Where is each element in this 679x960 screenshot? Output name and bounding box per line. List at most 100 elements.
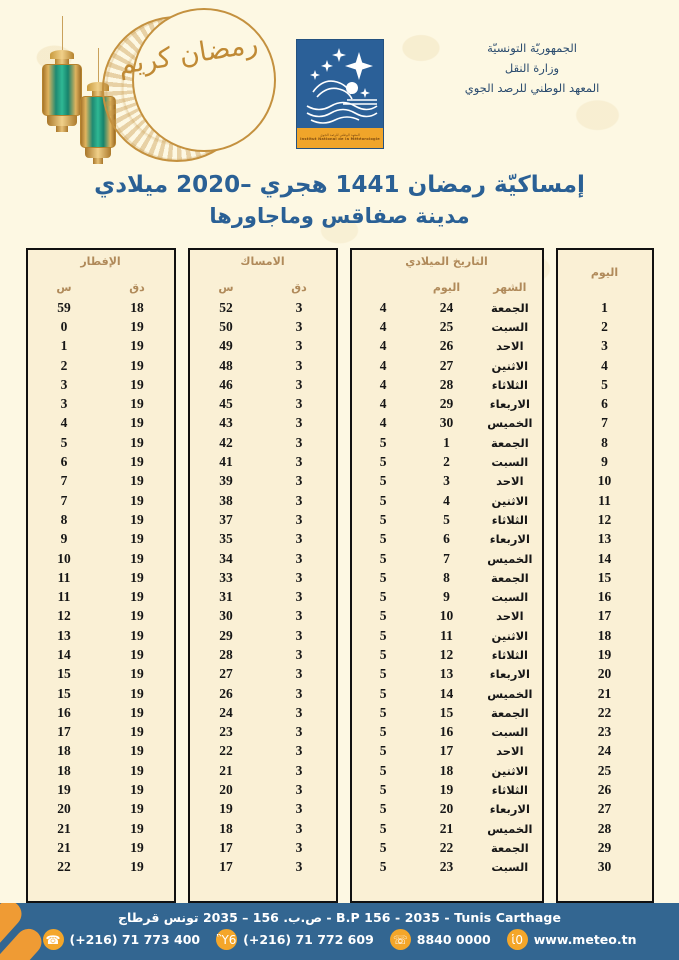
logo-artwork [297, 40, 383, 126]
cell-iftar-hour: 19 [130, 627, 144, 643]
cell-iftar-hour: 19 [130, 492, 144, 508]
ministry-line-institute: المعهد الوطني للرصد الجوي [464, 81, 600, 95]
panel-gregorian-header: التاريخ الميلادي الشهر اليوم [352, 250, 542, 298]
cell-day-number: 3 [601, 338, 608, 354]
table-row: 5 4 الاثنين [352, 491, 542, 510]
cell-gregorian-day: 14 [439, 685, 454, 701]
cell-day-number: 22 [597, 704, 612, 720]
cell-day-number: 30 [597, 859, 612, 875]
fax-icon: Ὓ6 [216, 929, 238, 950]
table-row: 23 3 [190, 723, 336, 742]
cell-imsak-minute: 39 [219, 473, 233, 489]
cell-weekday: الخميس [487, 821, 533, 836]
cell-imsak-hour: 3 [295, 550, 303, 566]
cell-gregorian-day: 17 [439, 743, 454, 759]
cell-iftar-minute: 17 [57, 724, 71, 740]
table-row: 20 19 [28, 800, 174, 819]
cell-iftar-hour: 19 [130, 511, 144, 527]
footer-address: ص.ب. 156 – 2035 تونس قرطاج - B.P 156 - 2… [117, 910, 562, 925]
cell-imsak-hour: 3 [295, 704, 303, 720]
cell-iftar-hour: 19 [130, 704, 144, 720]
table-row: 5 7 الخميس [352, 549, 542, 568]
cell-iftar-minute: 16 [57, 704, 71, 720]
cell-imsak-hour: 3 [295, 492, 303, 508]
table-row: 5 8 الجمعة [352, 568, 542, 587]
cell-weekday: الجمعة [490, 435, 529, 450]
cell-day-number: 11 [598, 492, 611, 508]
cell-gregorian-day: 21 [439, 820, 454, 836]
cell-imsak-hour: 3 [295, 839, 303, 855]
table-row: 18 [558, 626, 652, 645]
cell-iftar-hour: 19 [130, 396, 144, 412]
cell-gregorian-month: 5 [379, 820, 387, 836]
cell-imsak-minute: 35 [219, 531, 233, 547]
cell-gregorian-month: 5 [379, 550, 387, 566]
contact-item[interactable]: Ὓ6 (+216) 71 772 609 [216, 929, 374, 950]
table-row: 24 3 [190, 703, 336, 722]
cell-gregorian-day: 13 [439, 666, 454, 682]
table-row: 17 3 [190, 858, 336, 877]
cell-iftar-minute: 59 [57, 299, 71, 315]
table-row: 29 [558, 838, 652, 857]
call-center-icon: ☏ [389, 929, 411, 950]
contact-item[interactable]: ☏ 8840 0000 [389, 929, 491, 950]
ministry-line-transport: وزارة النقل [504, 61, 560, 75]
contact-item[interactable]: ἱ0 www.meteo.tn [506, 929, 637, 950]
cell-iftar-minute: 5 [60, 434, 68, 450]
cell-gregorian-day: 6 [443, 531, 450, 547]
table-row: 12 19 [28, 607, 174, 626]
cell-iftar-hour: 19 [130, 839, 144, 855]
cell-day-number: 26 [597, 782, 612, 798]
cell-weekday: الخميس [487, 551, 533, 566]
cell-weekday: الاحد [496, 609, 524, 624]
cell-weekday: الخميس [487, 416, 533, 431]
table-row: 33 3 [190, 568, 336, 587]
table-row: 26 3 [190, 684, 336, 703]
cell-iftar-minute: 3 [60, 396, 68, 412]
cell-gregorian-month: 5 [379, 473, 387, 489]
cell-imsak-minute: 43 [219, 415, 233, 431]
panel-iftar-header: الإفطار دق س [28, 250, 174, 298]
cell-imsak-hour: 3 [295, 801, 303, 817]
table-row: 28 3 [190, 645, 336, 664]
cell-gregorian-day: 24 [439, 299, 454, 315]
table-row: 1 19 [28, 337, 174, 356]
table-row: 8 19 [28, 510, 174, 529]
cell-imsak-minute: 17 [219, 839, 233, 855]
panel-iftar: الإفطار دق س 59 18 0 19 1 19 2 19 3 19 3 19 4 19 5 19 6 1… [25, 248, 176, 903]
cell-gregorian-day: 19 [439, 782, 454, 798]
cell-day-number: 10 [597, 473, 612, 489]
table-row: 21 19 [28, 838, 174, 857]
globe-icon: ἱ0 [506, 929, 528, 950]
cell-gregorian-month: 5 [379, 724, 387, 740]
table-row: 5 5 الثلاثاء [352, 510, 542, 529]
panel-day-body: 1 2 3 4 5 6 7 8 9 10 11 12 13 14 15 16 17 18 19 20 21 22 23 24 2… [558, 298, 652, 901]
cell-weekday: الثلاثاء [491, 783, 528, 798]
cell-gregorian-day: 27 [439, 357, 454, 373]
cell-weekday: الاثنين [491, 493, 529, 508]
table-row: 12 [558, 510, 652, 529]
cell-weekday: الاربعاء [489, 667, 530, 682]
logo-band: المعهد الوطني للرصد الجوي Institut Natio… [297, 128, 383, 148]
cell-iftar-minute: 2 [60, 357, 68, 373]
cell-gregorian-day: 8 [443, 569, 450, 585]
table-row: 19 3 [190, 800, 336, 819]
cell-imsak-hour: 3 [295, 820, 303, 836]
cell-gregorian-month: 5 [379, 859, 387, 875]
cell-iftar-minute: 10 [57, 550, 71, 566]
cell-imsak-minute: 48 [219, 357, 233, 373]
cell-iftar-minute: 18 [57, 762, 71, 778]
panel-gregorian-date: التاريخ الميلادي الشهر اليوم 4 24 الجمعة 4 2… [349, 248, 544, 903]
header-gregorian-month: الشهر [493, 281, 527, 294]
cell-gregorian-month: 4 [379, 338, 387, 354]
page-title: إمساكيّة رمضان 1441 هجري –2020 ميلادي مد… [0, 170, 679, 231]
contact-item[interactable]: ☎ (+216) 71 773 400 [42, 929, 200, 950]
cell-imsak-hour: 3 [295, 473, 303, 489]
cell-gregorian-day: 2 [443, 454, 450, 470]
table-row: 5 10 الاحد [352, 607, 542, 626]
contact-text: www.meteo.tn [533, 932, 637, 947]
crescent-moon-icon [102, 8, 276, 162]
cell-imsak-hour: 3 [295, 299, 303, 315]
cell-imsak-hour: 3 [295, 859, 303, 875]
cell-day-number: 23 [597, 724, 612, 740]
